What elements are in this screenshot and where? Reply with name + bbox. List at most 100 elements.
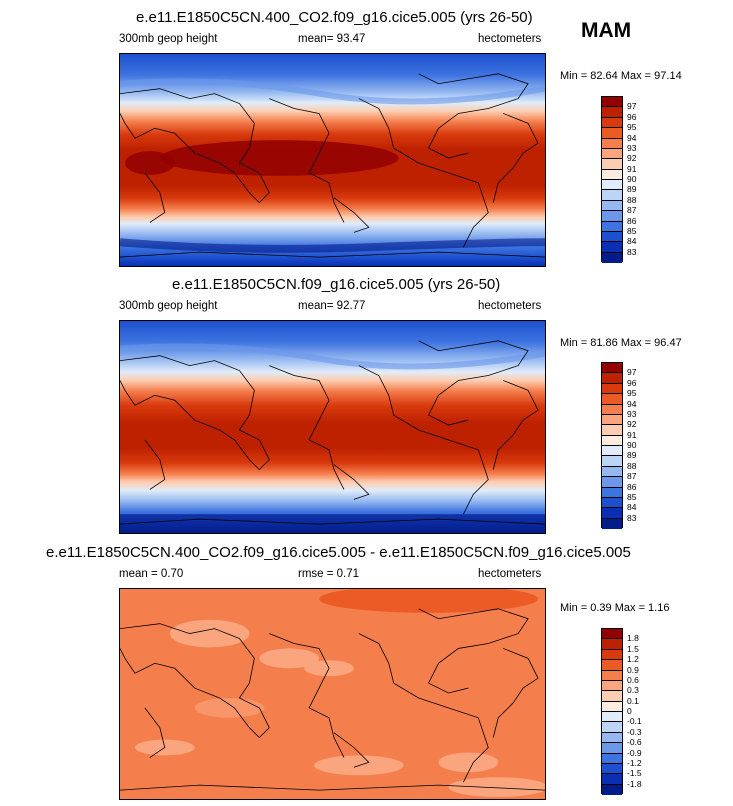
colorbar-label: 0: [627, 706, 632, 716]
colorbar-label: 89: [627, 184, 637, 195]
colorbar-swatch: [602, 639, 622, 650]
panel-3-min-max: Min = 0.39 Max = 1.16: [560, 602, 670, 614]
colorbar-label: 96: [627, 377, 637, 388]
colorbar-label: 0.1: [627, 695, 639, 706]
colorbar-label: 1.5: [627, 643, 639, 654]
colorbar-swatch: [602, 670, 622, 681]
colorbar-swatch: [602, 363, 622, 374]
colorbar-label: 84: [627, 236, 637, 247]
colorbar-label: 92: [627, 419, 637, 430]
colorbar-swatch: [602, 404, 622, 415]
colorbar-label: 94: [627, 132, 637, 143]
colorbar-swatch: [602, 373, 622, 384]
panel-2-variable-label: 300mb geop height: [119, 300, 218, 312]
colorbar-label: 90: [627, 440, 637, 450]
colorbar-swatch: [602, 159, 622, 170]
panel-3-map-svg: [120, 589, 545, 799]
colorbar-label: 91: [627, 163, 637, 174]
colorbar-swatch: [602, 242, 622, 253]
colorbar-label: 88: [627, 460, 637, 471]
colorbar-swatch: [602, 107, 622, 118]
colorbar-swatch: [602, 252, 622, 263]
panel-1-variable-label: 300mb geop height: [119, 33, 218, 45]
colorbar-label: 1.8: [627, 633, 639, 644]
colorbar-swatch: [602, 732, 622, 744]
colorbar-label: -0.1: [627, 716, 642, 727]
colorbar-label: 94: [627, 398, 637, 409]
colorbar-label: 0.9: [627, 664, 639, 675]
colorbar-swatch: [602, 680, 622, 692]
colorbar-label: -0.3: [627, 726, 642, 737]
colorbar-label: 95: [627, 388, 637, 399]
colorbar-label: 89: [627, 450, 637, 461]
colorbar-swatch: [602, 200, 622, 212]
colorbar-swatch: [602, 211, 622, 222]
colorbar-label: 86: [627, 215, 637, 226]
season-label: MAM: [581, 19, 632, 42]
colorbar-swatch: [602, 763, 622, 775]
colorbar-label: 87: [627, 471, 637, 482]
panel-3-units-label: hectometers: [478, 568, 542, 580]
colorbar-swatch: [602, 629, 622, 640]
colorbar-swatch: [602, 774, 622, 785]
colorbar-label: 85: [627, 225, 637, 236]
colorbar-swatch: [602, 394, 622, 405]
colorbar-label: -1.5: [627, 768, 642, 779]
colorbar-swatch: [602, 497, 622, 509]
colorbar-label: 85: [627, 491, 637, 502]
panel-1-map: [119, 53, 546, 267]
panel-2-units-label: hectometers: [478, 300, 542, 312]
colorbar-swatch: [602, 712, 622, 723]
colorbar-label: 83: [627, 512, 637, 523]
colorbar-swatch: [602, 148, 622, 160]
colorbar-swatch: [602, 414, 622, 426]
colorbar-swatch: [602, 487, 622, 498]
colorbar-swatch: [602, 660, 622, 671]
colorbar-swatch: [602, 518, 622, 529]
colorbar-swatch: [602, 128, 622, 139]
colorbar-label: 93: [627, 142, 637, 153]
panel-1-map-svg: [120, 54, 545, 266]
colorbar-swatch: [602, 221, 622, 232]
panel-3-map: [119, 588, 546, 800]
colorbar-label: 83: [627, 246, 637, 257]
colorbar-label: 1.2: [627, 654, 639, 665]
colorbar-swatch: [602, 425, 622, 436]
colorbar-label: 95: [627, 122, 637, 133]
colorbar-label: 84: [627, 502, 637, 513]
panel-1-title: e.e11.E1850C5CN.400_CO2.f09_g16.cice5.00…: [136, 9, 533, 26]
colorbar-label: 90: [627, 174, 637, 184]
colorbar-swatch: [602, 649, 622, 661]
panel-1-units-label: hectometers: [478, 33, 542, 45]
colorbar-label: 97: [627, 101, 637, 112]
colorbar-swatch: [602, 169, 622, 180]
colorbar-label: 97: [627, 367, 637, 378]
colorbar-label: 92: [627, 153, 637, 164]
colorbar-label: 91: [627, 429, 637, 440]
panel-3-colorbar: [601, 628, 623, 795]
colorbar-label: -0.9: [627, 747, 642, 758]
colorbar-swatch: [602, 477, 622, 488]
colorbar-swatch: [602, 456, 622, 467]
panel-2-title: e.e11.E1850C5CN.f09_g16.cice5.005 (yrs 2…: [172, 276, 501, 293]
colorbar-label: 93: [627, 408, 637, 419]
colorbar-swatch: [602, 383, 622, 395]
colorbar-label: 86: [627, 481, 637, 492]
panel-2-colorbar: [601, 362, 623, 529]
panel-1-colorbar: [601, 96, 623, 263]
panel-3-title: e.e11.E1850C5CN.400_CO2.f09_g16.cice5.00…: [46, 544, 631, 561]
panel-1-mean-label: mean= 93.47: [298, 33, 366, 45]
colorbar-swatch: [602, 701, 622, 712]
colorbar-swatch: [602, 753, 622, 764]
colorbar-swatch: [602, 784, 622, 795]
colorbar-swatch: [602, 722, 622, 733]
colorbar-swatch: [602, 691, 622, 702]
panel-2-map-svg: [120, 321, 545, 533]
colorbar-label: 0.3: [627, 685, 639, 696]
colorbar-swatch: [602, 190, 622, 201]
colorbar-swatch: [602, 117, 622, 129]
panel-3-mean-label: mean = 0.70: [119, 568, 184, 580]
colorbar-label: -1.2: [627, 757, 642, 768]
colorbar-label: 96: [627, 111, 637, 122]
colorbar-swatch: [602, 138, 622, 149]
